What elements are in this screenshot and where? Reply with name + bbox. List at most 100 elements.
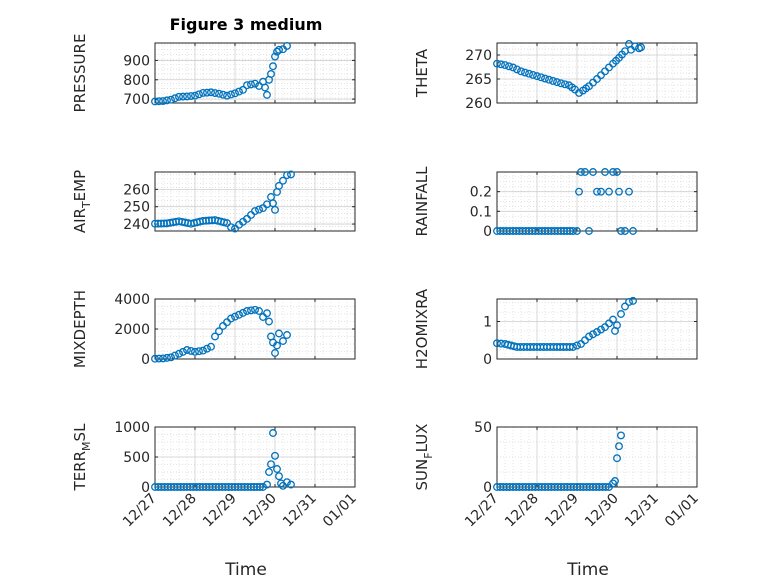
y-axis-label: TERRMSL bbox=[71, 423, 93, 492]
data-point bbox=[191, 347, 199, 356]
axes-box bbox=[154, 42, 356, 104]
x-tick-label: 12/28 bbox=[160, 491, 200, 531]
data-point bbox=[597, 187, 605, 196]
data-point bbox=[581, 168, 589, 176]
y-tick-label: 4000 bbox=[114, 292, 150, 308]
data-point bbox=[223, 219, 231, 227]
data-point bbox=[159, 354, 167, 363]
data-point bbox=[593, 328, 601, 336]
data-point bbox=[513, 65, 521, 74]
data-point bbox=[585, 332, 593, 341]
y-tick-label: 900 bbox=[123, 53, 150, 69]
data-point bbox=[171, 351, 179, 360]
data-point bbox=[151, 97, 159, 106]
data-point bbox=[505, 62, 513, 71]
data-point bbox=[265, 468, 273, 476]
data-point bbox=[621, 227, 629, 235]
data-point bbox=[541, 74, 549, 83]
data-point bbox=[163, 96, 171, 105]
data-point bbox=[159, 97, 167, 106]
data-point bbox=[273, 341, 281, 350]
data-point bbox=[283, 331, 291, 339]
data-point bbox=[287, 170, 295, 179]
axes-box bbox=[496, 42, 698, 104]
data-point bbox=[247, 306, 255, 315]
y-tick-label: 700 bbox=[123, 92, 150, 108]
data-point bbox=[589, 330, 597, 339]
subplot-1: 700 800 900 PRESSURE bbox=[71, 34, 356, 112]
data-point bbox=[256, 483, 264, 491]
data-point bbox=[577, 168, 585, 176]
data-point bbox=[191, 91, 199, 100]
x-tick-label: 12/30 bbox=[582, 491, 622, 531]
data-point bbox=[283, 478, 291, 487]
y-tick-label: 270 bbox=[465, 48, 492, 64]
data-point bbox=[615, 442, 623, 451]
data-point bbox=[251, 79, 259, 88]
data-point bbox=[279, 337, 287, 345]
data-point bbox=[243, 307, 251, 315]
data-point bbox=[575, 88, 583, 97]
data-point bbox=[239, 85, 247, 94]
data-point bbox=[211, 89, 219, 97]
x-tick-label: 12/31 bbox=[622, 491, 662, 531]
y-axis-label: SUNFLUX bbox=[413, 424, 435, 491]
subplot-2: 260 265 270 THETA bbox=[413, 40, 698, 112]
data-point bbox=[247, 80, 255, 89]
data-point bbox=[575, 187, 583, 196]
data-point bbox=[521, 68, 529, 77]
data-point bbox=[179, 92, 187, 101]
data-point bbox=[617, 431, 625, 440]
data-point bbox=[203, 88, 211, 97]
data-point bbox=[593, 187, 601, 196]
data-point bbox=[637, 43, 645, 52]
data-point bbox=[533, 72, 541, 81]
data-point bbox=[273, 465, 281, 473]
data-point bbox=[609, 479, 617, 488]
y-tick-label: 500 bbox=[123, 450, 150, 466]
y-axis-label: AIRTEMP bbox=[71, 170, 93, 233]
data-point bbox=[615, 187, 623, 196]
data-point bbox=[629, 227, 637, 235]
data-point bbox=[183, 92, 191, 101]
y-tick-label: 265 bbox=[465, 72, 492, 88]
x-tick-label: 12/27 bbox=[462, 491, 502, 531]
data-point bbox=[493, 339, 501, 348]
data-point bbox=[263, 309, 271, 318]
data-point bbox=[573, 341, 581, 350]
data-point bbox=[267, 460, 275, 469]
data-point bbox=[235, 87, 243, 96]
data-point bbox=[269, 62, 277, 71]
y-tick-label: 250 bbox=[123, 200, 150, 216]
x-tick-label: 01/01 bbox=[320, 491, 360, 531]
data-point bbox=[251, 207, 259, 215]
data-point bbox=[621, 302, 629, 311]
data-point bbox=[255, 205, 263, 214]
y-tick-label: 1000 bbox=[114, 420, 150, 436]
data-point bbox=[597, 325, 605, 334]
y-tick-label: 0 bbox=[483, 352, 492, 368]
data-point bbox=[203, 344, 211, 353]
y-tick-label: 50 bbox=[474, 420, 492, 436]
data-point bbox=[215, 327, 223, 336]
x-tick-label: 12/29 bbox=[542, 491, 582, 531]
data-point bbox=[155, 97, 163, 106]
data-point bbox=[271, 52, 279, 61]
y-tick-label: 0 bbox=[141, 480, 150, 496]
data-point bbox=[509, 63, 517, 72]
subplot-7: 12/27 12/28 12/29 12/30 12/31 01/01 0 500 1000 TE… bbox=[71, 420, 360, 530]
data-point bbox=[227, 223, 235, 232]
data-point bbox=[549, 76, 557, 85]
data-point bbox=[501, 61, 509, 70]
data-point bbox=[605, 187, 613, 196]
data-point bbox=[227, 314, 235, 323]
data-point bbox=[227, 90, 235, 99]
data-point bbox=[617, 310, 625, 318]
data-point bbox=[271, 205, 279, 214]
subplot-4: 0 0.1 0.2 RAINFALL bbox=[413, 166, 698, 240]
data-point bbox=[275, 45, 283, 54]
data-point bbox=[585, 227, 593, 235]
data-point bbox=[207, 342, 215, 351]
data-point bbox=[609, 168, 617, 176]
data-point bbox=[611, 477, 619, 485]
